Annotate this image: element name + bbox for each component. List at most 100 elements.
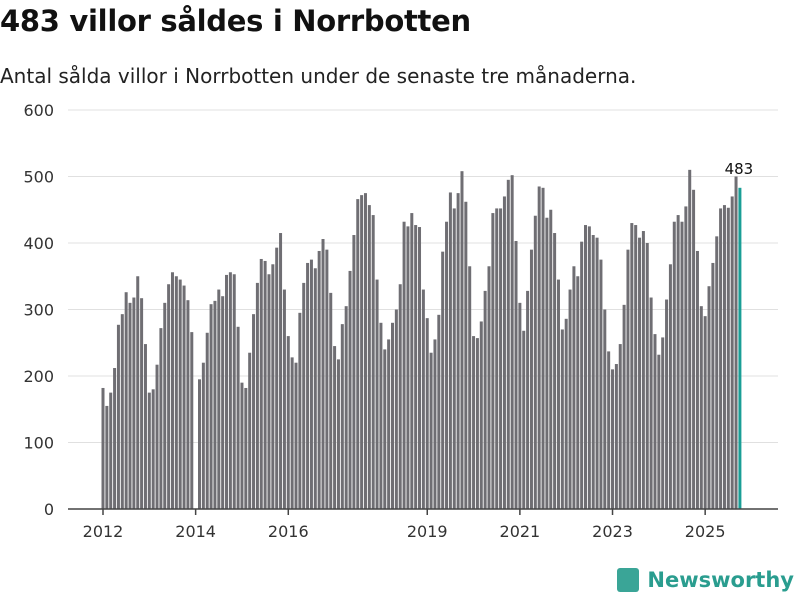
bar xyxy=(298,312,302,509)
bar xyxy=(329,292,333,509)
bar xyxy=(132,297,136,509)
bar xyxy=(614,364,618,509)
bar xyxy=(607,351,611,509)
bar xyxy=(634,225,638,510)
latest-value-label: 483 xyxy=(725,160,754,178)
bar xyxy=(240,382,244,509)
bar xyxy=(711,262,715,509)
bar xyxy=(510,175,514,510)
bar xyxy=(170,272,174,509)
bar xyxy=(402,221,406,509)
bar xyxy=(267,274,271,509)
bar xyxy=(649,297,653,509)
bar xyxy=(584,225,587,510)
bar xyxy=(186,300,190,509)
bar xyxy=(128,302,132,509)
bar xyxy=(715,236,719,509)
bar xyxy=(599,259,603,509)
bar xyxy=(452,208,456,510)
bar-chart-logo-icon xyxy=(617,568,640,592)
bar xyxy=(641,231,645,509)
bar xyxy=(275,247,279,509)
bar xyxy=(460,171,464,509)
bar xyxy=(225,274,229,509)
bar xyxy=(653,334,657,509)
y-tick-label: 200 xyxy=(23,367,54,386)
bar xyxy=(302,282,306,509)
x-tick-label: 2019 xyxy=(407,522,448,541)
bar xyxy=(541,187,545,509)
y-tick-label: 300 xyxy=(23,301,54,320)
y-tick-label: 400 xyxy=(23,234,54,253)
bar xyxy=(167,284,171,509)
bar xyxy=(699,306,703,509)
bar xyxy=(522,330,526,509)
bar xyxy=(692,189,696,510)
bar xyxy=(456,193,460,509)
bar xyxy=(657,354,661,509)
bar xyxy=(309,259,313,509)
bar xyxy=(429,352,433,509)
bar xyxy=(533,215,537,510)
bar xyxy=(556,279,560,509)
bar xyxy=(529,249,533,509)
bar xyxy=(595,237,599,509)
bar xyxy=(572,266,576,509)
bar xyxy=(695,250,699,510)
bar xyxy=(591,235,595,509)
newsworthy-logo: Newsworthy xyxy=(617,568,794,592)
bar xyxy=(661,337,665,509)
bar xyxy=(406,226,410,509)
bar xyxy=(537,186,541,509)
bar xyxy=(445,221,449,509)
bar xyxy=(294,362,298,509)
bar xyxy=(560,329,564,509)
bar xyxy=(502,196,506,509)
bar xyxy=(618,344,622,509)
bar xyxy=(282,289,286,509)
bar xyxy=(553,233,557,509)
bar xyxy=(279,233,283,509)
bar xyxy=(518,302,522,509)
bar xyxy=(348,270,352,509)
bar xyxy=(703,316,707,509)
bar xyxy=(414,225,418,510)
bar xyxy=(163,302,167,509)
bar xyxy=(313,268,317,509)
bar xyxy=(487,266,491,509)
bar xyxy=(626,249,630,509)
x-tick-label: 2012 xyxy=(83,522,124,541)
bar xyxy=(140,298,144,509)
bar xyxy=(638,237,642,509)
bar xyxy=(611,369,615,509)
bar xyxy=(198,379,201,509)
bar xyxy=(255,282,259,509)
bar xyxy=(398,284,402,509)
bar xyxy=(113,368,117,509)
y-tick-label: 500 xyxy=(23,168,54,187)
bar xyxy=(622,304,626,509)
bar xyxy=(360,195,364,509)
bar xyxy=(668,264,672,509)
bar xyxy=(124,292,128,509)
chart-subtitle: Antal sålda villor i Norrbotten under de… xyxy=(0,64,637,88)
y-tick-label: 100 xyxy=(23,434,54,453)
bar xyxy=(306,262,310,509)
bar xyxy=(333,346,337,509)
bar xyxy=(387,339,391,509)
x-tick-label: 2025 xyxy=(685,522,726,541)
bar xyxy=(263,260,267,509)
bar xyxy=(248,352,252,509)
bar xyxy=(665,299,669,509)
bar xyxy=(340,324,344,509)
bar xyxy=(190,332,194,509)
bar xyxy=(514,241,518,509)
x-tick-label: 2014 xyxy=(175,522,216,541)
brand-name: Newsworthy xyxy=(647,568,794,592)
bar xyxy=(464,201,468,509)
bar xyxy=(506,179,510,509)
bar xyxy=(549,209,553,509)
bar xyxy=(336,359,340,509)
y-tick-label: 0 xyxy=(44,500,54,519)
bar xyxy=(441,251,445,509)
